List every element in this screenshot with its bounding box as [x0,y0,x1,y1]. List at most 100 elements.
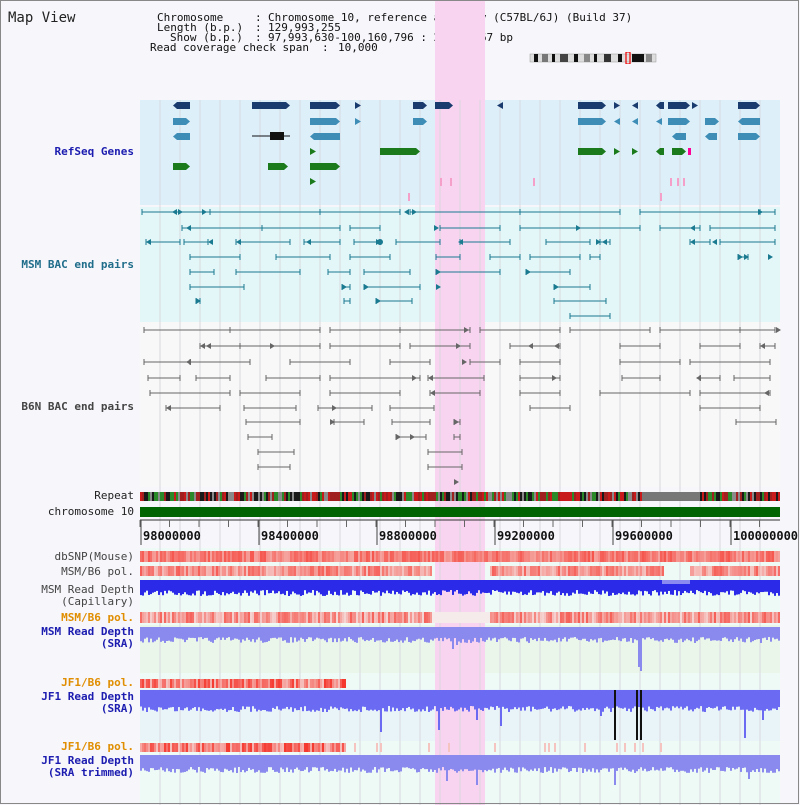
track-label-refseq[interactable]: RefSeq Genes [54,145,134,158]
repeat-mark [358,492,360,501]
repeat-mark [758,492,760,501]
msm-depth-cap-bar [540,580,542,593]
msm-b6-pol2-mark [464,612,466,623]
msm-depth-cap-bar [570,580,572,596]
msm-depth-cap-bar [212,580,214,595]
msm-b6-pol-mark [578,566,580,576]
jf1-b6-pol2-mark [624,743,626,752]
dbsnp-mark [598,551,600,562]
msm-depth-cap-bar [304,580,306,591]
msm-b6-pol2-mark [632,612,634,623]
jf1-depth-sra-bar [692,690,694,712]
jf1-depth-sra-bar [198,690,200,708]
jf1-depth-trim-bar [576,755,578,772]
repeat-mark [396,492,398,501]
dbsnp-mark [348,551,350,562]
dbsnp-mark [458,551,460,562]
msm-b6-pol-mark [402,566,404,576]
repeat-mark [698,492,700,501]
jf1-b6-pol-mark [202,679,204,688]
jf1-depth-trim-bar [254,755,256,773]
track-label-msm-bac[interactable]: MSM BAC end pairs [21,258,134,271]
msm-depth-cap-bar [194,580,196,596]
jf1-depth-trim-bar [486,755,488,772]
jf1-depth-sra-bar [374,690,376,710]
msm-b6-pol2-mark [408,612,410,623]
msm-depth-sra-bar [412,627,414,641]
msm-depth-sra-bar [686,627,688,639]
jf1-depth-trim-bar [582,755,584,773]
track-label-msm-b6-pol-2[interactable]: MSM/B6 pol. [61,611,134,624]
jf1-depth-trim-bar [222,755,224,773]
track-label-repeat[interactable]: Repeat [94,489,134,502]
jf1-depth-sra-bar [456,690,458,711]
msm-b6-pol-mark [606,566,608,576]
jf1-b6-pol2-mark [308,743,310,752]
msm-b6-pol-mark [294,566,296,576]
dbsnp-mark [576,551,578,562]
msm-b6-pol2-mark [260,612,262,623]
jf1-depth-trim-bar [442,755,444,768]
repeat-mark [374,492,376,501]
repeat-mark [632,492,634,501]
msm-depth-cap-bar [632,580,634,595]
jf1-depth-sra-bar [444,690,446,707]
msm-b6-pol-mark [408,566,410,576]
jf1-depth-sra-bar [320,690,322,708]
track-label-msm-b6-pol[interactable]: MSM/B6 pol. [61,565,134,578]
jf1-depth-trim-bar [570,755,572,772]
jf1-depth-trim-bar [172,755,174,769]
bac-end-mark [364,284,369,290]
msm-b6-pol-mark [704,566,706,576]
msm-b6-pol2-mark [376,612,378,623]
dbsnp-mark [476,551,478,562]
msm-b6-pol-mark [312,566,314,576]
track-label-jf1-b6-pol[interactable]: JF1/B6 pol. [61,676,134,689]
jf1-depth-sra-bar [520,690,522,711]
repeat-mark [454,492,456,501]
track-label-dbsnp[interactable]: dbSNP(Mouse) [54,550,134,563]
msm-b6-pol-mark [378,566,380,576]
msm-depth-cap-bar [652,580,654,592]
dbsnp-mark [572,551,574,562]
msm-b6-pol2-mark [406,612,408,623]
jf1-depth-trim-bar [476,755,478,785]
dbsnp-mark [618,551,620,562]
msm-b6-pol-mark [410,566,412,576]
msm-b6-pol-mark [414,566,416,576]
msm-b6-pol2-mark [270,612,272,623]
gene-mark [692,102,698,109]
jf1-b6-pol-mark [232,679,234,688]
repeat-mark [410,492,412,501]
ideogram-band [632,54,644,62]
dbsnp-mark [144,551,146,562]
msm-b6-pol-mark [590,566,592,576]
msm-b6-pol2-mark [450,612,452,623]
jf1-b6-pol2-mark [338,743,340,752]
track-label-jf1-b6-pol-2[interactable]: JF1/B6 pol. [61,740,134,753]
chromosome-ideogram[interactable] [528,52,658,64]
msm-depth-sra-bar [600,627,602,638]
jf1-depth-sra-bar [370,690,372,710]
track-label-b6n-bac[interactable]: B6N BAC end pairs [21,400,134,413]
msm-depth-sra-bar [538,627,540,638]
msm-depth-cap-bar [538,580,540,593]
msm-b6-pol2-mark [460,612,462,623]
bac-end-mark [602,239,607,245]
gene-mark [310,178,316,185]
jf1-b6-pol-mark [246,679,248,688]
msm-depth-sra-bar [746,627,748,639]
repeat-mark [680,492,682,501]
track-label-chromosome[interactable]: chromosome 10 [47,505,134,518]
bac-end-mark [146,239,151,245]
msm-depth-cap-bar [622,580,624,593]
jf1-b6-pol-mark [142,679,144,688]
msm-depth-sra-bar [228,627,230,638]
msm-b6-pol-mark [326,566,328,576]
jf1-depth-trim-bar [452,755,454,770]
dbsnp-mark [510,551,512,562]
repeat-mark [204,492,206,501]
msm-depth-sra-bar [452,627,454,649]
msm-b6-pol2-mark [268,612,270,623]
msm-b6-pol-mark [632,566,634,576]
